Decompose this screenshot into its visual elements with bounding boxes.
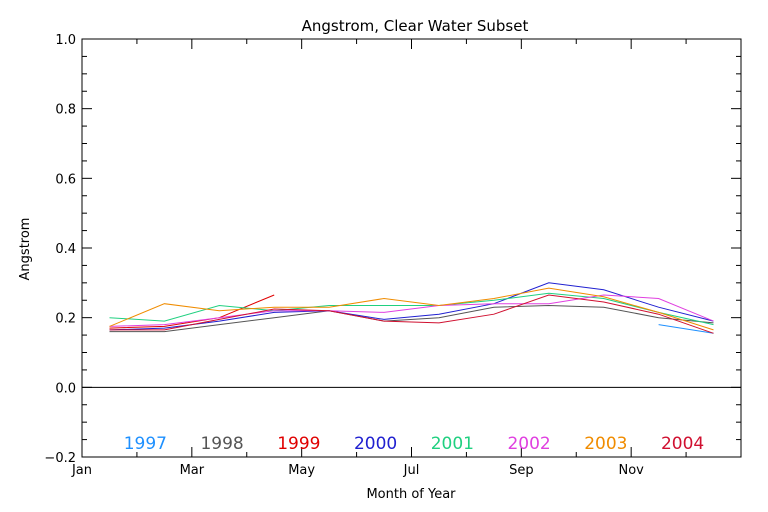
legend-entry-2002: 2002 <box>507 434 550 454</box>
y-tick-label: 1.0 <box>55 33 76 48</box>
series-line-1997 <box>658 324 714 334</box>
x-tick-label: Nov <box>618 463 644 478</box>
x-axis-title: Month of Year <box>366 487 456 502</box>
y-axis-title: Angstrom <box>18 218 33 281</box>
y-tick-label: −0.2 <box>44 451 76 466</box>
series-line-2001 <box>109 292 714 326</box>
series-line-2004 <box>109 294 714 334</box>
series-line-2000 <box>109 282 714 331</box>
legend: 1997 1998 1999 2000 2001 2002 2003 2004 <box>124 434 705 454</box>
y-tick-label: 0.2 <box>55 312 76 327</box>
x-tick-label: Mar <box>180 463 205 478</box>
x-tick-label: Jan <box>71 463 92 478</box>
series-line-1998 <box>109 304 714 333</box>
series-line-1999 <box>109 294 275 329</box>
plot-frame <box>81 38 742 458</box>
y-tick-label: 0.4 <box>55 242 76 257</box>
y-tick-label: 0.8 <box>55 103 76 118</box>
y-tick-label: 0.0 <box>55 381 76 396</box>
chart-title: Angstrom, Clear Water Subset <box>302 17 529 35</box>
series-line-2002 <box>109 294 714 327</box>
legend-entry-1997: 1997 <box>124 434 167 454</box>
series-lines <box>109 282 714 334</box>
legend-entry-1998: 1998 <box>200 434 243 454</box>
plot-area: Jan Mar May Jul Sep Nov −0.2 0.0 0.2 0.4 0.6 0.8 1.0 <box>44 33 742 478</box>
legend-entry-1999: 1999 <box>277 434 320 454</box>
legend-entry-2001: 2001 <box>431 434 474 454</box>
x-tick-label: May <box>288 463 315 478</box>
legend-entry-2000: 2000 <box>354 434 397 454</box>
x-tick-label: Sep <box>509 463 534 478</box>
y-tick-label: 0.6 <box>55 172 76 187</box>
series-line-2003 <box>109 287 714 331</box>
legend-entry-2004: 2004 <box>661 434 704 454</box>
x-tick-label: Jul <box>403 463 420 478</box>
legend-entry-2003: 2003 <box>584 434 627 454</box>
